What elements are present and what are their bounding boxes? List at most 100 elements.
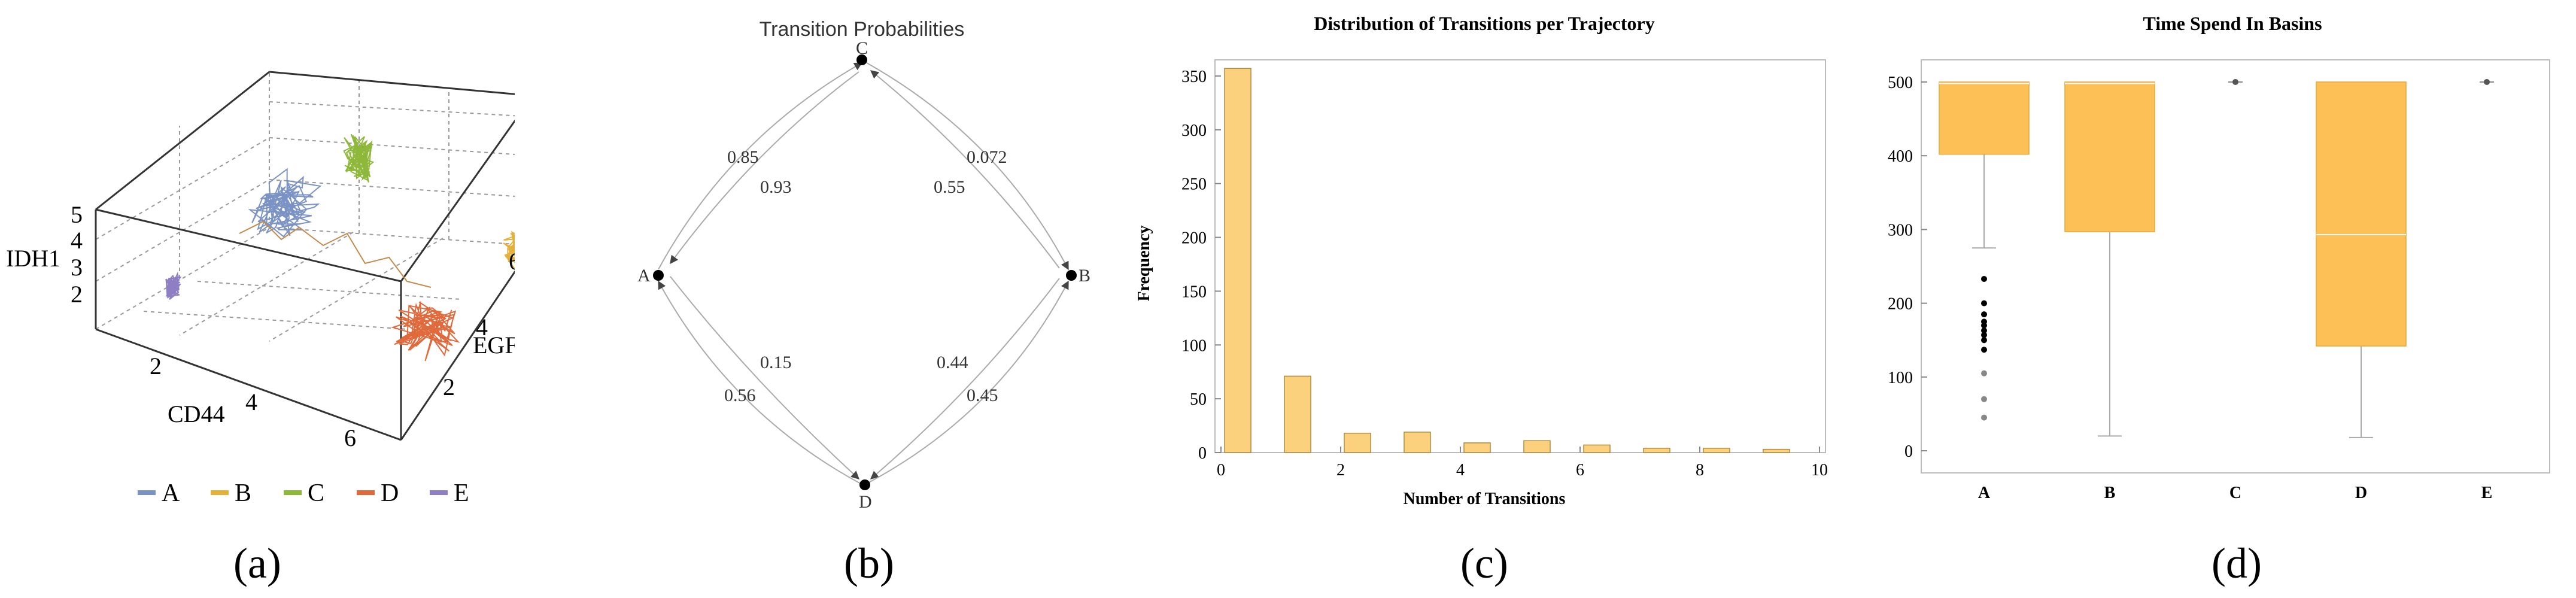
box-b xyxy=(2064,81,2155,232)
box-d xyxy=(2316,81,2407,347)
chart-title: Distribution of Transitions per Trajecto… xyxy=(1314,13,1654,34)
far-outlier-point xyxy=(1981,396,1987,402)
caption-d: (d) xyxy=(2212,539,2262,587)
panel-c-histogram: Distribution of Transitions per Trajecto… xyxy=(1113,0,1855,598)
edge-prob-d-b: 0.45 xyxy=(967,385,998,405)
edge-prob-c-a: 0.93 xyxy=(760,177,792,197)
scatter3d-chart: 2 4 6 2 4 6 2 3 4 5 CD44 EGFR IDH1 A B C D E xyxy=(6,71,539,507)
legend-item: C xyxy=(308,479,324,507)
node-label-b: B xyxy=(1079,266,1090,286)
y-tick-label: 250 xyxy=(1181,175,1207,194)
y-tick-label: 200 xyxy=(1181,229,1207,248)
chart-title: Time Spend In Basins xyxy=(2143,13,2322,34)
z-tick-label: 4 xyxy=(71,227,83,254)
trajectory-path xyxy=(239,220,432,288)
panel-a-3d-scatter: 2 4 6 2 4 6 2 3 4 5 CD44 EGFR IDH1 A B C D E… xyxy=(0,0,539,598)
y-tick-label: 100 xyxy=(1181,336,1207,355)
x-tick-label: 4 xyxy=(1456,461,1465,479)
outlier-point xyxy=(1981,347,1987,353)
z-tick-label: 2 xyxy=(71,281,83,308)
box-edge xyxy=(95,71,270,211)
y-tick-label: 400 xyxy=(1888,147,1913,166)
edge-prob-a-c: 0.85 xyxy=(727,147,759,167)
x-tick-label: 4 xyxy=(245,388,257,415)
grid-line xyxy=(269,137,533,156)
z-tick-label: 5 xyxy=(71,201,83,228)
box-e-point xyxy=(2484,78,2490,85)
y-tick-label: 0 xyxy=(1198,444,1207,463)
box-edge xyxy=(400,95,534,282)
y-tick-label: 50 xyxy=(1190,390,1207,409)
node-label-a: A xyxy=(637,266,651,286)
histogram-bar xyxy=(1583,444,1611,453)
x-tick-label: C xyxy=(2229,484,2241,502)
node-label-d: D xyxy=(859,492,872,512)
x-tick-label: 2 xyxy=(1336,461,1345,479)
x-tick-label: 6 xyxy=(344,424,356,451)
edge-c-a xyxy=(670,71,859,265)
y-tick-label: 100 xyxy=(1888,369,1913,387)
x-tick-label: 0 xyxy=(1217,461,1225,479)
y-tick-label: 2 xyxy=(443,374,455,400)
outlier-point xyxy=(1981,275,1987,282)
box-a xyxy=(1939,81,2030,155)
edge-prob-b-d: 0.44 xyxy=(937,353,968,372)
caption-c: (c) xyxy=(1460,539,1508,587)
legend-item: D xyxy=(381,479,399,507)
edge-a-d xyxy=(670,276,860,479)
y-tick-label: 4 xyxy=(476,314,488,341)
y-tick-label: 300 xyxy=(1181,122,1207,140)
edge-d-a xyxy=(658,280,861,484)
cluster-c xyxy=(343,133,375,183)
grid-line xyxy=(179,232,354,336)
x-tick-label: B xyxy=(2104,484,2116,502)
grid-line xyxy=(197,281,461,300)
legend-item: B xyxy=(235,479,251,507)
transition-diagram: Transition Probabilities C A B D 0.85 0.… xyxy=(637,18,1090,512)
x-tick-label: A xyxy=(1978,484,1991,502)
z-axis-label: IDH1 xyxy=(6,245,60,272)
z-tick-label: 3 xyxy=(71,254,83,281)
edge-b-d xyxy=(870,278,1060,479)
edge-b-c xyxy=(870,70,1060,269)
box-c-point xyxy=(2232,78,2238,85)
edge-d-b xyxy=(866,280,1069,484)
node-label-c: C xyxy=(856,38,868,58)
histogram-bar xyxy=(1463,442,1491,453)
outlier-point xyxy=(1981,322,1987,329)
histogram-bar xyxy=(1643,448,1670,453)
node-b xyxy=(1066,270,1077,281)
plot-frame xyxy=(1214,59,1826,453)
far-outlier-point xyxy=(1981,414,1987,421)
histogram-bar xyxy=(1763,448,1790,453)
plot-frame xyxy=(1921,59,2550,473)
histogram-bar xyxy=(1703,448,1730,453)
outlier-point xyxy=(1981,311,1987,318)
x-tick-label: 10 xyxy=(1811,461,1828,479)
y-axis-label: EGFR xyxy=(473,332,515,359)
outlier-point xyxy=(1981,332,1987,338)
x-tick-label: 6 xyxy=(1576,461,1584,479)
cluster-e xyxy=(165,272,182,300)
outlier-point xyxy=(1981,327,1987,334)
y-tick-label: 150 xyxy=(1181,283,1207,301)
y-tick-label: 200 xyxy=(1888,295,1913,314)
x-tick-label: D xyxy=(2355,484,2367,502)
histogram-bar xyxy=(1523,440,1551,453)
y-tick-label: 350 xyxy=(1181,68,1207,86)
grid-line xyxy=(95,137,270,240)
histogram-bar xyxy=(1344,432,1371,453)
y-tick-label: 6 xyxy=(509,248,515,275)
axis-labels: CD44 EGFR IDH1 xyxy=(6,245,534,427)
x-tick-label: 2 xyxy=(150,353,162,380)
node-d xyxy=(859,479,870,490)
histogram-bar xyxy=(1224,68,1251,453)
y-tick-label: 300 xyxy=(1888,221,1913,239)
edge-prob-a-d: 0.15 xyxy=(760,353,792,372)
box-edge xyxy=(269,71,533,97)
caption-b: (b) xyxy=(844,539,894,587)
cluster-d xyxy=(391,301,460,362)
grid-line xyxy=(269,179,533,198)
cluster-a xyxy=(248,168,322,238)
x-tick-label: 8 xyxy=(1696,461,1704,479)
